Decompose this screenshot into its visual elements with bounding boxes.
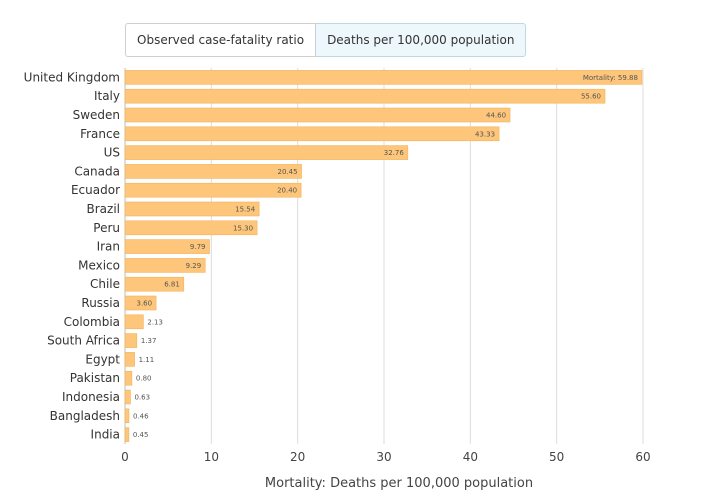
data-label: 20.45 bbox=[278, 168, 298, 176]
category-label: Egypt bbox=[85, 352, 120, 366]
category-label: India bbox=[91, 428, 120, 442]
data-label: 55.60 bbox=[581, 93, 601, 101]
bar bbox=[124, 276, 185, 292]
bar bbox=[124, 408, 130, 424]
category-label: Canada bbox=[74, 164, 120, 178]
category-label: France bbox=[80, 127, 120, 141]
bar bbox=[124, 182, 302, 198]
data-label: 20.40 bbox=[277, 187, 297, 195]
bar bbox=[124, 107, 511, 123]
category-label: Russia bbox=[81, 296, 120, 310]
data-label: 9.79 bbox=[190, 243, 206, 251]
bar bbox=[124, 370, 133, 386]
bar bbox=[124, 201, 260, 217]
category-label: Indonesia bbox=[62, 390, 120, 404]
bar bbox=[124, 352, 135, 367]
category-label: Italy bbox=[94, 89, 120, 103]
bar bbox=[124, 88, 606, 104]
bar bbox=[124, 389, 131, 405]
category-label: United Kingdom bbox=[24, 70, 120, 84]
tab-case-fatality-ratio[interactable]: Observed case-fatality ratio bbox=[125, 23, 317, 57]
category-label: Iran bbox=[97, 240, 120, 254]
x-tick-label: 40 bbox=[463, 450, 478, 464]
bar bbox=[124, 145, 409, 160]
bar bbox=[124, 70, 643, 85]
x-tick-label: 20 bbox=[290, 450, 305, 464]
category-label: Bangladesh bbox=[50, 409, 120, 423]
data-label: 0.80 bbox=[136, 375, 152, 383]
data-label: 43.33 bbox=[475, 130, 495, 138]
category-label: Brazil bbox=[87, 202, 121, 216]
data-label: 0.46 bbox=[133, 412, 149, 420]
category-label: Pakistan bbox=[70, 371, 120, 385]
bar bbox=[124, 220, 258, 236]
data-label: 32.76 bbox=[384, 149, 405, 157]
bar bbox=[124, 126, 500, 142]
category-label: Sweden bbox=[73, 108, 120, 122]
x-tick-label: 60 bbox=[635, 450, 650, 464]
x-tick-label: 30 bbox=[376, 450, 391, 464]
x-axis-title: Mortality: Deaths per 100,000 population bbox=[265, 476, 533, 491]
category-label: South Africa bbox=[47, 334, 120, 348]
bar bbox=[124, 258, 206, 273]
data-label: 0.45 bbox=[133, 431, 149, 439]
data-label: 6.81 bbox=[164, 281, 180, 289]
x-tick-label: 50 bbox=[549, 450, 564, 464]
category-label: Colombia bbox=[64, 315, 120, 329]
data-label: Mortality: 59.88 bbox=[583, 74, 638, 82]
category-label: Peru bbox=[93, 221, 120, 235]
tab-deaths-per-100k[interactable]: Deaths per 100,000 population bbox=[316, 23, 527, 57]
data-label: 15.30 bbox=[233, 224, 253, 232]
x-tick-label: 0 bbox=[121, 450, 129, 464]
data-label: 9.29 bbox=[186, 262, 202, 270]
category-label: Mexico bbox=[78, 258, 120, 272]
category-label: US bbox=[104, 146, 120, 160]
bar bbox=[124, 164, 302, 179]
data-label: 15.54 bbox=[235, 206, 256, 214]
category-label: Ecuador bbox=[71, 183, 120, 197]
category-label: Chile bbox=[90, 277, 120, 291]
metric-tabs: Observed case-fatality ratio Deaths per … bbox=[125, 23, 527, 57]
data-label: 1.11 bbox=[139, 356, 155, 364]
bar bbox=[124, 333, 138, 348]
data-label: 1.37 bbox=[141, 337, 157, 345]
bar bbox=[124, 295, 157, 311]
x-tick-label: 10 bbox=[204, 450, 219, 464]
data-label: 3.60 bbox=[136, 300, 152, 308]
data-label: 0.63 bbox=[134, 394, 150, 402]
bar bbox=[124, 427, 130, 442]
data-label: 2.13 bbox=[147, 318, 163, 326]
bar bbox=[124, 314, 144, 330]
data-label: 44.60 bbox=[486, 112, 506, 120]
bar bbox=[124, 239, 210, 254]
